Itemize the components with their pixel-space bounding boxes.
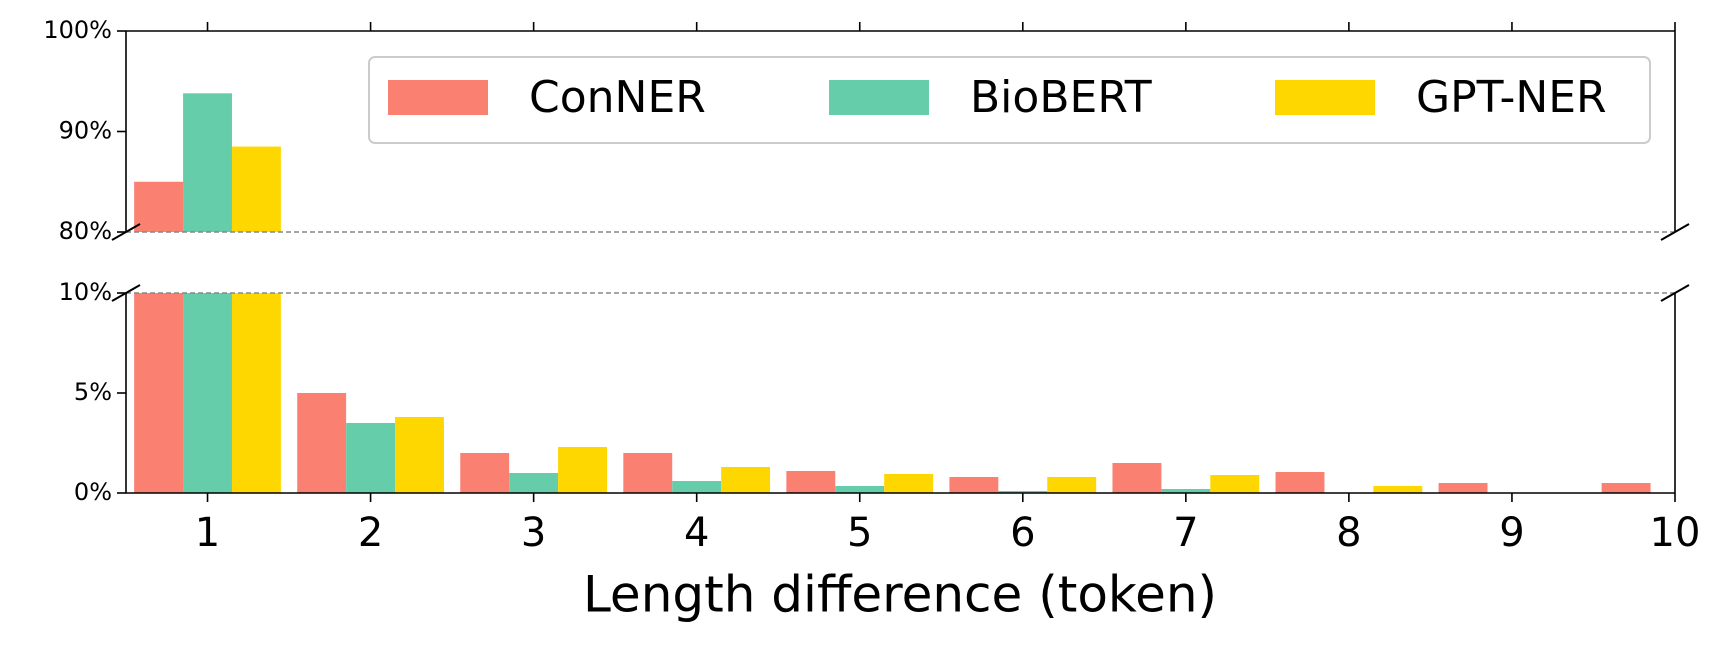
legend-box	[368, 56, 1651, 144]
bar	[1373, 486, 1423, 493]
x-tick-label: 9	[1499, 510, 1524, 556]
break-mark	[1660, 223, 1690, 241]
x-tick-label: 8	[1336, 510, 1361, 556]
bar	[949, 477, 999, 493]
bar	[134, 181, 184, 232]
legend-label: GPT-NER	[1416, 72, 1607, 123]
bar	[1047, 477, 1097, 493]
bar	[231, 293, 281, 493]
bottom-panel-bars	[134, 293, 1651, 493]
legend-swatch	[829, 80, 929, 115]
bar	[183, 93, 232, 232]
y-tick-label: 0%	[74, 478, 112, 506]
y-tick-label: 90%	[59, 117, 112, 145]
x-tick-label: 10	[1650, 510, 1701, 556]
bar	[1112, 463, 1162, 493]
break-mark	[1660, 284, 1690, 302]
bar	[672, 481, 722, 493]
x-tick-label: 5	[847, 510, 872, 556]
bar	[558, 447, 608, 493]
bar	[509, 473, 559, 493]
bar	[1210, 475, 1260, 493]
legend-swatch	[388, 80, 488, 115]
x-tick-label: 7	[1173, 510, 1198, 556]
legend-label: BioBERT	[970, 72, 1152, 123]
bar	[1161, 489, 1211, 493]
top-panel-bars	[134, 93, 281, 232]
x-tick-label: 2	[358, 510, 383, 556]
bar	[721, 467, 771, 493]
bar	[346, 423, 396, 493]
bar	[623, 453, 673, 493]
bar	[395, 417, 444, 493]
x-tick-label: 6	[1010, 510, 1035, 556]
legend-label: ConNER	[529, 72, 706, 123]
bar	[1438, 483, 1488, 493]
y-tick-label: 5%	[74, 378, 112, 406]
bar	[1275, 472, 1325, 493]
y-tick-label: 100%	[43, 16, 112, 44]
x-tick-label: 3	[521, 510, 546, 556]
bar	[835, 486, 885, 493]
bar	[231, 146, 281, 232]
bar	[134, 293, 184, 493]
bar	[786, 471, 836, 493]
bar	[297, 393, 347, 493]
bar	[884, 474, 934, 493]
bar	[1601, 483, 1651, 493]
bar	[183, 293, 232, 493]
y-tick-label: 10%	[59, 278, 112, 306]
legend-swatch	[1275, 80, 1375, 115]
bar	[460, 453, 510, 493]
x-tick-label: 1	[195, 510, 220, 556]
bar	[998, 491, 1048, 493]
y-tick-label: 80%	[59, 217, 112, 245]
x-axis-label: Length difference (token)	[583, 566, 1217, 624]
x-tick-label: 4	[684, 510, 709, 556]
